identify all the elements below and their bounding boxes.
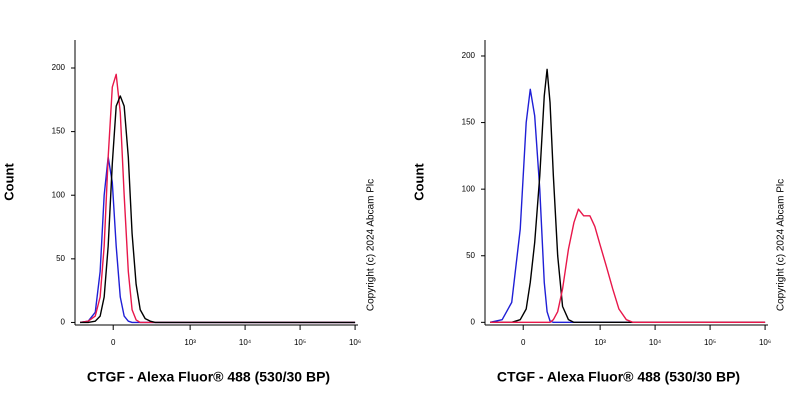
copyright: Copyright (c) 2024 Abcam Plc	[366, 179, 377, 311]
x-tick-label: 0	[521, 338, 526, 347]
y-tick-label: 200	[462, 51, 476, 60]
copyright: Copyright (c) 2024 Abcam Plc	[776, 179, 787, 311]
y-tick-label: 0	[471, 317, 476, 326]
x-axis-label: CTGF - Alexa Fluor® 488 (530/30 BP)	[497, 369, 740, 385]
x-tick-label: 10⁵	[294, 338, 306, 347]
x-tick-label: 10⁴	[239, 338, 252, 347]
y-tick-label: 50	[466, 251, 475, 260]
histogram-line	[489, 88, 766, 324]
x-tick-label: 10⁵	[704, 338, 716, 347]
x-tick-label: 10³	[184, 338, 196, 347]
y-axis-label: Count	[411, 163, 426, 201]
x-tick-label: 0	[111, 338, 116, 347]
y-tick-label: 100	[52, 190, 66, 199]
y-tick-label: 50	[56, 254, 65, 263]
x-tick-label: 10⁶	[759, 338, 771, 347]
y-tick-label: 200	[52, 63, 66, 72]
y-tick-label: 100	[462, 184, 476, 193]
y-tick-label: 0	[61, 318, 66, 327]
histogram-line	[79, 156, 356, 324]
x-tick-label: 10³	[594, 338, 606, 347]
y-tick-label: 150	[462, 118, 476, 127]
y-tick-label: 150	[52, 127, 66, 136]
x-tick-label: 10⁴	[649, 338, 662, 347]
histogram-line	[79, 73, 356, 324]
histogram-line	[490, 68, 766, 324]
x-tick-label: 10⁶	[349, 338, 361, 347]
y-axis-label: Count	[1, 163, 16, 201]
histogram-line	[80, 95, 356, 324]
histogram-line	[490, 208, 766, 324]
x-axis-label: CTGF - Alexa Fluor® 488 (530/30 BP)	[87, 369, 330, 385]
